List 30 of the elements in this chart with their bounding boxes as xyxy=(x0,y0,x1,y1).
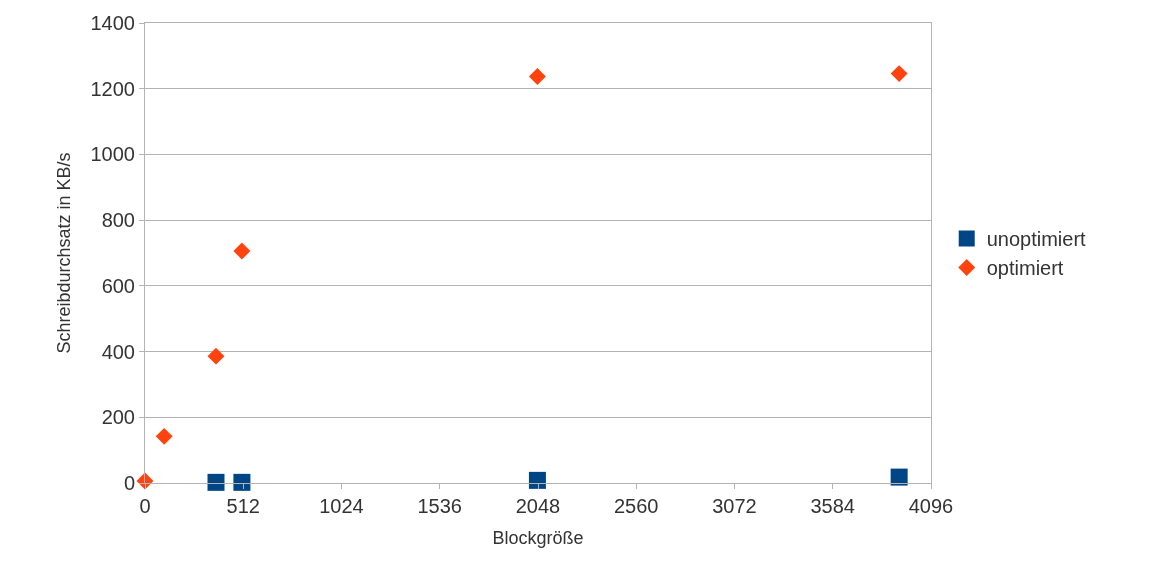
legend-label: unoptimiert xyxy=(986,228,1087,251)
x-tick-label: 0 xyxy=(139,495,151,517)
y-tick-label: 1200 xyxy=(90,77,135,100)
y-axis-title: Schreibdurchsatz in KB/s xyxy=(53,152,74,354)
point xyxy=(528,68,546,86)
point xyxy=(890,65,908,83)
x-tick-label: 1024 xyxy=(319,495,364,517)
y-tick-label: 1400 xyxy=(90,12,135,34)
x-tick-label: 512 xyxy=(226,495,260,517)
x-tick-label: 3072 xyxy=(712,495,757,517)
y-tick-label: 1000 xyxy=(90,143,135,166)
point xyxy=(233,473,251,491)
point xyxy=(233,242,251,260)
x-tick-label: 4096 xyxy=(908,495,954,517)
point xyxy=(207,473,225,491)
x-tick-label: 3584 xyxy=(810,495,855,517)
x-tick-label: 2048 xyxy=(515,495,561,517)
legend-label: optimiert xyxy=(986,257,1064,280)
y-tick-label: 400 xyxy=(101,340,135,363)
x-tick-label: 1536 xyxy=(417,495,462,517)
y-tick-label: 200 xyxy=(101,406,135,429)
point xyxy=(890,468,908,486)
y-tick-label: 800 xyxy=(101,209,135,232)
point xyxy=(528,471,546,489)
y-tick-label: 600 xyxy=(101,274,135,297)
x-tick-label: 2560 xyxy=(614,495,659,517)
x-axis-title: Blockgröße xyxy=(492,528,584,549)
point xyxy=(155,427,173,445)
y-tick-label: 0 xyxy=(123,472,135,494)
point xyxy=(207,347,225,365)
